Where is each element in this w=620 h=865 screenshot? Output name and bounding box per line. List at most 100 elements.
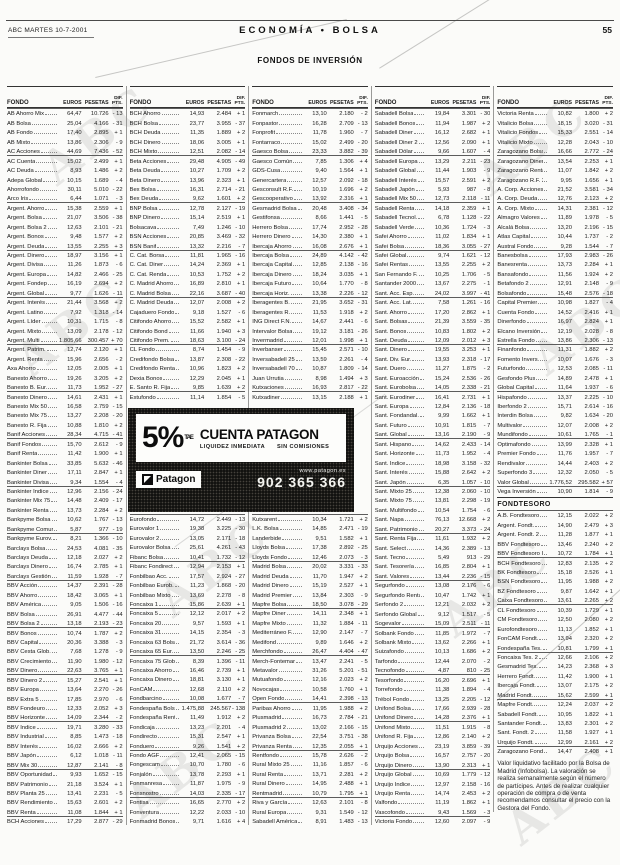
fund-pesetas-value: 2.318	[461, 356, 477, 363]
fund-name: Serfondo Global	[374, 611, 417, 618]
fund-pesetas-value: 2.147	[339, 630, 354, 637]
fund-row: Sant. Global 13,16 2.190- 9	[375, 429, 491, 438]
fund-row: Unifond Mixto 11,51 1.915- 8	[374, 721, 491, 731]
dotted-leader	[161, 180, 180, 182]
dotted-leader	[174, 586, 180, 588]
fund-dif-value: + 2	[114, 375, 123, 382]
fund-pesetas-value: 2.120	[94, 347, 109, 354]
header-fondo: FONDO	[374, 100, 397, 106]
fund-dif-value: + 1	[604, 158, 613, 165]
dotted-leader	[536, 454, 547, 456]
fund-euros-value: 13,99	[557, 441, 572, 448]
dotted-leader	[43, 680, 57, 682]
fund-dif-value: - 9	[115, 649, 123, 656]
fund-dif-value: - 13	[112, 517, 123, 524]
dotted-leader	[39, 189, 57, 191]
fund-dif-value: - 2	[115, 715, 123, 722]
dotted-leader	[291, 737, 302, 739]
fund-row: Gestifonsa 8,66 1.441- 5	[252, 212, 368, 221]
fund-dif-value: + 2	[604, 579, 613, 586]
fund-name: Ibercaja Futuro	[252, 281, 292, 288]
dotted-leader	[541, 563, 547, 565]
dotted-leader	[47, 425, 57, 427]
fund-euros-value: 12,15	[557, 513, 572, 520]
fund-pesetas-value: 3.559	[461, 319, 477, 326]
fund-pesetas-value: 2.599	[584, 692, 599, 699]
dotted-leader	[405, 586, 425, 588]
header-euros: EUROS	[308, 100, 327, 106]
fund-row: Mapfre Bolsa 18,50 3.078- 29	[252, 599, 368, 608]
fund-name: Banesto Dinero	[7, 394, 47, 401]
dotted-leader	[531, 444, 547, 446]
fund-row: Elcano Inversión 12,19 2.028- 8	[497, 325, 613, 335]
fund-dif-value: + 1	[482, 347, 491, 354]
fund-pesetas-value: 3.568	[94, 300, 109, 307]
fund-pesetas-value: 1.940	[216, 328, 232, 335]
fund-dif-value: - 3	[606, 356, 613, 363]
fund-name: Sabadell Diner 2	[374, 139, 418, 146]
dotted-leader	[418, 746, 425, 748]
fund-row: Arco Iris 6,44 1.071- 3	[7, 193, 123, 202]
fund-euros-value: 10,61	[557, 432, 572, 439]
fund-pesetas-value: 1.721	[339, 517, 354, 523]
fund-name: Foncaixa 5	[129, 611, 158, 618]
fund-pesetas-value: 2.308	[216, 356, 232, 363]
fund-dif-value: - 10	[235, 809, 246, 816]
fund-dif-value: - 44	[112, 611, 123, 618]
fund-row: Eurovalor 2 13,05 2.171- 18	[130, 532, 246, 542]
dotted-leader	[293, 199, 302, 201]
dotted-leader	[289, 586, 302, 588]
fund-row: Gesfondo Plus 14,89 2.478 + 1	[497, 372, 613, 382]
fund-name: Sant. Select	[374, 545, 407, 552]
dotted-leader	[160, 755, 180, 757]
fund-pesetas-value: 2.176	[461, 583, 477, 590]
fund-pesetas-value: 2.008	[584, 422, 599, 429]
dotted-leader	[284, 378, 302, 380]
fund-pesetas-value: 2.380	[339, 234, 354, 241]
fund-euros-value: 9,95	[560, 177, 572, 184]
fund-pesetas-value: 2.226	[339, 290, 354, 297]
fund-dif-value: + 2	[114, 281, 123, 288]
fund-row: Fonjalón 13,78 2.293 + 1	[130, 768, 246, 778]
fund-row: Dexia Bonos 12,29 2.045 + 1	[130, 372, 246, 382]
fund-pesetas-value: 3.859	[461, 743, 477, 750]
fund-row: Foncaixa 31 14,15 2.354- 3	[130, 627, 246, 636]
fund-euros-value: 5,49	[438, 555, 450, 561]
fund-name: Fondirecto	[129, 734, 157, 741]
fund-row: Credifondo Renta 10,96 1.823 + 2	[130, 363, 246, 372]
dotted-leader	[404, 520, 425, 522]
funds-column-1: FONDO EUROS PESETAS DIF. PTS. AB Ahorro …	[4, 86, 126, 825]
fund-row: Juan Urrutia 8,98 1.494 + 3	[252, 372, 368, 382]
fund-row: Privanza Renta 12,35 2.055 + 1	[252, 740, 368, 750]
fund-row: Argent. Ahorro 15,38 2.559 + 1	[7, 202, 123, 212]
fund-name: Bankinter Índice	[7, 488, 49, 495]
fund-pesetas-value: 2.368	[584, 664, 599, 671]
fund-pesetas-value: 1.128	[461, 215, 477, 222]
fund-pesetas-value: 3.955	[216, 120, 232, 127]
fund-dif-value: - 13	[235, 517, 246, 523]
fund-dif-value: - 4	[115, 177, 123, 184]
fund-pesetas-value: 1.494	[339, 375, 354, 382]
fund-row: Sant. Horizonte 11,73 1.952- 4	[375, 448, 491, 457]
fund-dif-value: - 37	[235, 120, 246, 127]
fund-dif-value: + 1	[482, 394, 491, 401]
fund-dif-value: + 2	[604, 168, 613, 175]
dotted-leader	[288, 803, 302, 805]
fund-name: BCH Dinero	[129, 139, 161, 146]
fund-euros-value: 12,91	[557, 281, 572, 288]
fund-name: AB Bolsa	[7, 120, 31, 127]
fund-dif-value: + 2	[604, 460, 613, 467]
fund-euros-value: 14,85	[312, 526, 327, 533]
dotted-leader	[160, 538, 180, 540]
fund-name: CL Fondo	[129, 347, 155, 354]
fund-dif-value: + 1	[604, 441, 613, 448]
fund-euros-value: 8,21	[70, 536, 82, 543]
fund-dif-value: - 12	[112, 658, 123, 665]
fund-euros-value: 11,61	[435, 536, 450, 543]
fund-dif-value: + 1	[114, 809, 123, 816]
fund-dif-value: - 6	[606, 385, 613, 392]
fund-dif-value: + 2	[604, 271, 613, 278]
fund-pesetas-value: 1.823	[216, 366, 232, 373]
fund-euros-value: 13,71	[312, 771, 327, 778]
fund-row: Sant. Renta Fija 11,61 1.932 + 2	[374, 532, 491, 543]
